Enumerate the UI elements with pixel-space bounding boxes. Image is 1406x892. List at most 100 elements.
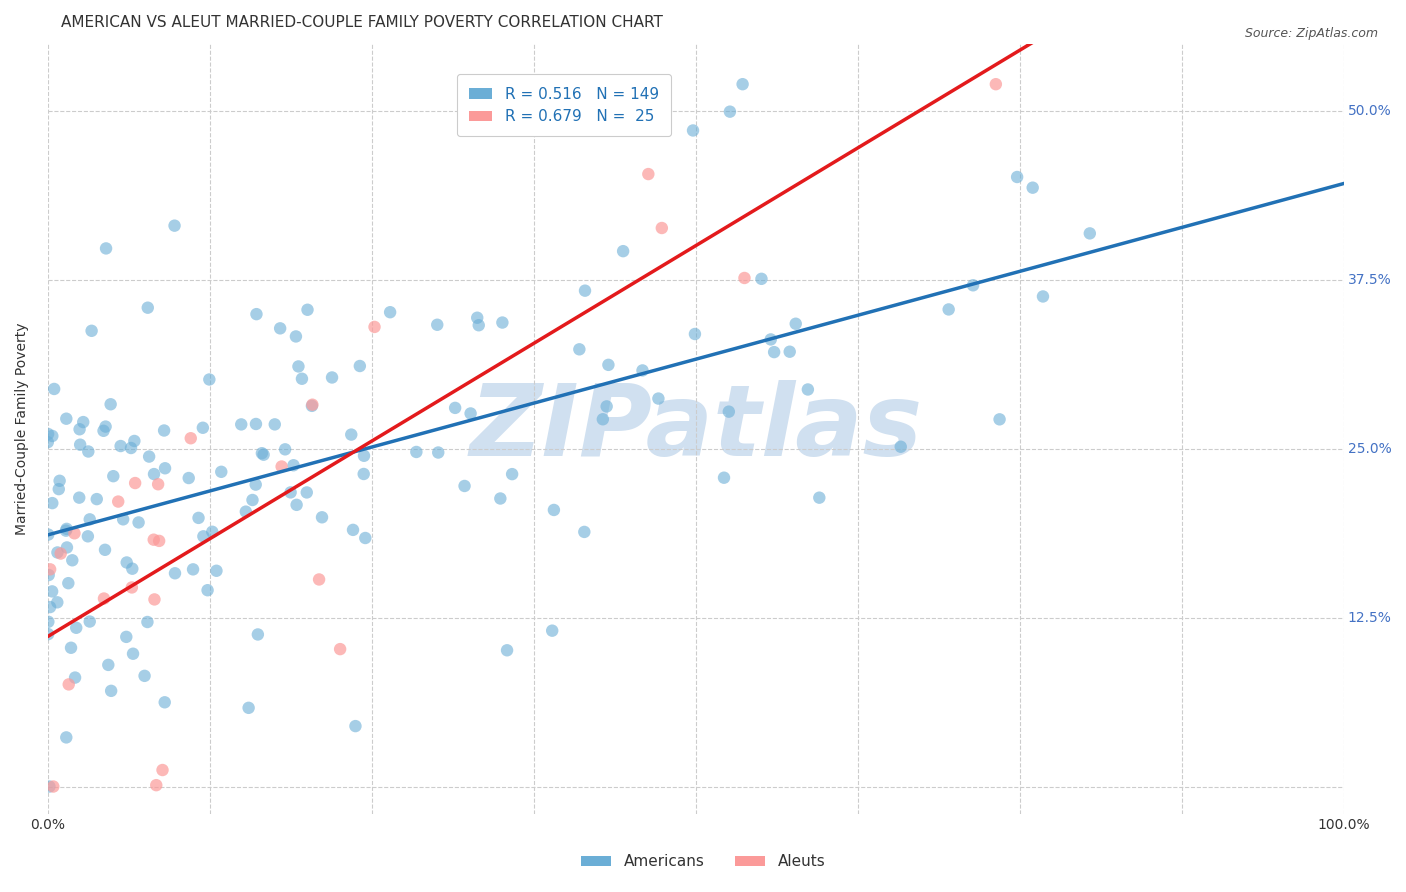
Aleuts xyxy=(733,271,755,285)
Americans xyxy=(1021,180,1043,194)
Americans xyxy=(76,529,98,543)
Americans xyxy=(246,627,269,641)
Americans xyxy=(717,404,740,418)
Americans xyxy=(962,278,984,293)
Americans xyxy=(491,316,513,330)
Americans xyxy=(94,542,117,557)
Americans xyxy=(48,482,70,496)
Aleuts xyxy=(143,592,166,607)
Legend: R = 0.516   N = 149, R = 0.679   N =  25: R = 0.516 N = 149, R = 0.679 N = 25 xyxy=(457,74,671,136)
Americans xyxy=(631,363,654,377)
Americans xyxy=(344,719,367,733)
Americans xyxy=(46,545,69,559)
Aleuts xyxy=(121,581,143,595)
Americans xyxy=(37,615,59,629)
Americans xyxy=(201,524,224,539)
Americans xyxy=(245,417,267,431)
Aleuts xyxy=(124,476,146,491)
Americans xyxy=(501,467,523,482)
Americans xyxy=(37,427,59,442)
Americans xyxy=(86,492,108,507)
Americans xyxy=(543,503,565,517)
Text: AMERICAN VS ALEUT MARRIED-COUPLE FAMILY POVERTY CORRELATION CHART: AMERICAN VS ALEUT MARRIED-COUPLE FAMILY … xyxy=(60,15,662,30)
Americans xyxy=(592,412,614,426)
Americans xyxy=(44,382,66,396)
Americans xyxy=(72,415,94,429)
Americans xyxy=(1005,169,1028,184)
Americans xyxy=(284,329,307,343)
Aleuts xyxy=(152,763,174,777)
Americans xyxy=(121,562,143,576)
Americans xyxy=(682,123,704,137)
Americans xyxy=(63,671,86,685)
Americans xyxy=(465,310,488,325)
Americans xyxy=(568,343,591,357)
Americans xyxy=(245,477,267,491)
Americans xyxy=(574,524,596,539)
Americans xyxy=(97,657,120,672)
Aleuts xyxy=(637,167,659,181)
Americans xyxy=(353,449,375,463)
Americans xyxy=(177,471,200,485)
Americans xyxy=(94,241,117,255)
Americans xyxy=(79,512,101,526)
Americans xyxy=(489,491,512,506)
Americans xyxy=(94,419,117,434)
Americans xyxy=(69,438,91,452)
Americans xyxy=(444,401,467,415)
Aleuts xyxy=(146,477,169,491)
Aleuts xyxy=(58,677,80,691)
Americans xyxy=(193,529,215,543)
Text: 25.0%: 25.0% xyxy=(1348,442,1392,456)
Americans xyxy=(295,485,318,500)
Americans xyxy=(235,505,257,519)
Americans xyxy=(427,445,450,459)
Americans xyxy=(595,400,617,414)
Aleuts xyxy=(984,77,1007,91)
Americans xyxy=(785,317,807,331)
Americans xyxy=(122,647,145,661)
Americans xyxy=(713,471,735,485)
Americans xyxy=(143,467,166,481)
Americans xyxy=(163,219,186,233)
Americans xyxy=(890,440,912,454)
Americans xyxy=(115,630,138,644)
Americans xyxy=(187,511,209,525)
Americans xyxy=(60,553,83,567)
Americans xyxy=(115,556,138,570)
Americans xyxy=(37,435,59,450)
Americans xyxy=(612,244,634,259)
Americans xyxy=(138,450,160,464)
Americans xyxy=(41,429,63,443)
Americans xyxy=(191,421,214,435)
Americans xyxy=(37,527,59,541)
Americans xyxy=(301,399,323,413)
Americans xyxy=(55,524,77,538)
Americans xyxy=(252,448,274,462)
Aleuts xyxy=(301,398,323,412)
Americans xyxy=(354,531,377,545)
Americans xyxy=(988,412,1011,426)
Americans xyxy=(1078,227,1101,241)
Legend: Americans, Aleuts: Americans, Aleuts xyxy=(575,848,831,875)
Americans xyxy=(153,424,176,438)
Aleuts xyxy=(145,778,167,792)
Americans xyxy=(55,731,77,745)
Americans xyxy=(163,566,186,581)
Americans xyxy=(731,77,754,91)
Americans xyxy=(231,417,253,432)
Americans xyxy=(37,627,59,641)
Aleuts xyxy=(329,642,352,657)
Americans xyxy=(340,427,363,442)
Americans xyxy=(574,284,596,298)
Americans xyxy=(48,474,70,488)
Aleuts xyxy=(142,533,165,547)
Americans xyxy=(197,583,219,598)
Americans xyxy=(41,496,63,510)
Americans xyxy=(541,624,564,638)
Aleuts xyxy=(42,780,65,794)
Americans xyxy=(405,445,427,459)
Aleuts xyxy=(363,320,385,334)
Americans xyxy=(751,272,773,286)
Americans xyxy=(205,564,228,578)
